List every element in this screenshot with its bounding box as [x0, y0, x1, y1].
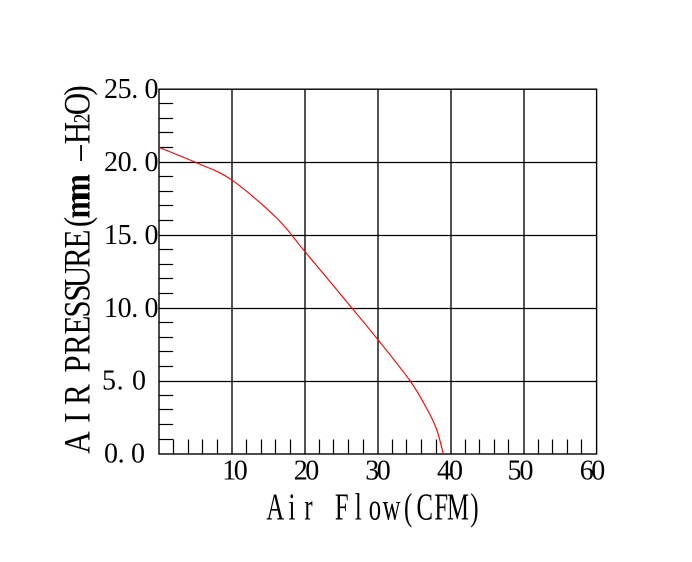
svg-text:0. 0: 0. 0: [104, 439, 145, 470]
svg-text:5. 0: 5. 0: [102, 366, 146, 397]
svg-text:15. 0: 15. 0: [104, 220, 159, 251]
svg-text:20. 0: 20. 0: [104, 147, 159, 178]
svg-text:10: 10: [222, 456, 248, 487]
svg-text:20: 20: [294, 456, 320, 487]
svg-text:25. 0: 25. 0: [104, 74, 159, 105]
svg-text:40: 40: [437, 456, 463, 487]
svg-text:30: 30: [365, 456, 391, 487]
svg-text:60: 60: [580, 456, 606, 487]
svg-text:50: 50: [508, 456, 534, 487]
svg-text:10. 0: 10. 0: [104, 293, 159, 324]
svg-text:AIRPRESSURE(mm–H2O): AIRPRESSURE(mm–H2O): [58, 85, 98, 454]
